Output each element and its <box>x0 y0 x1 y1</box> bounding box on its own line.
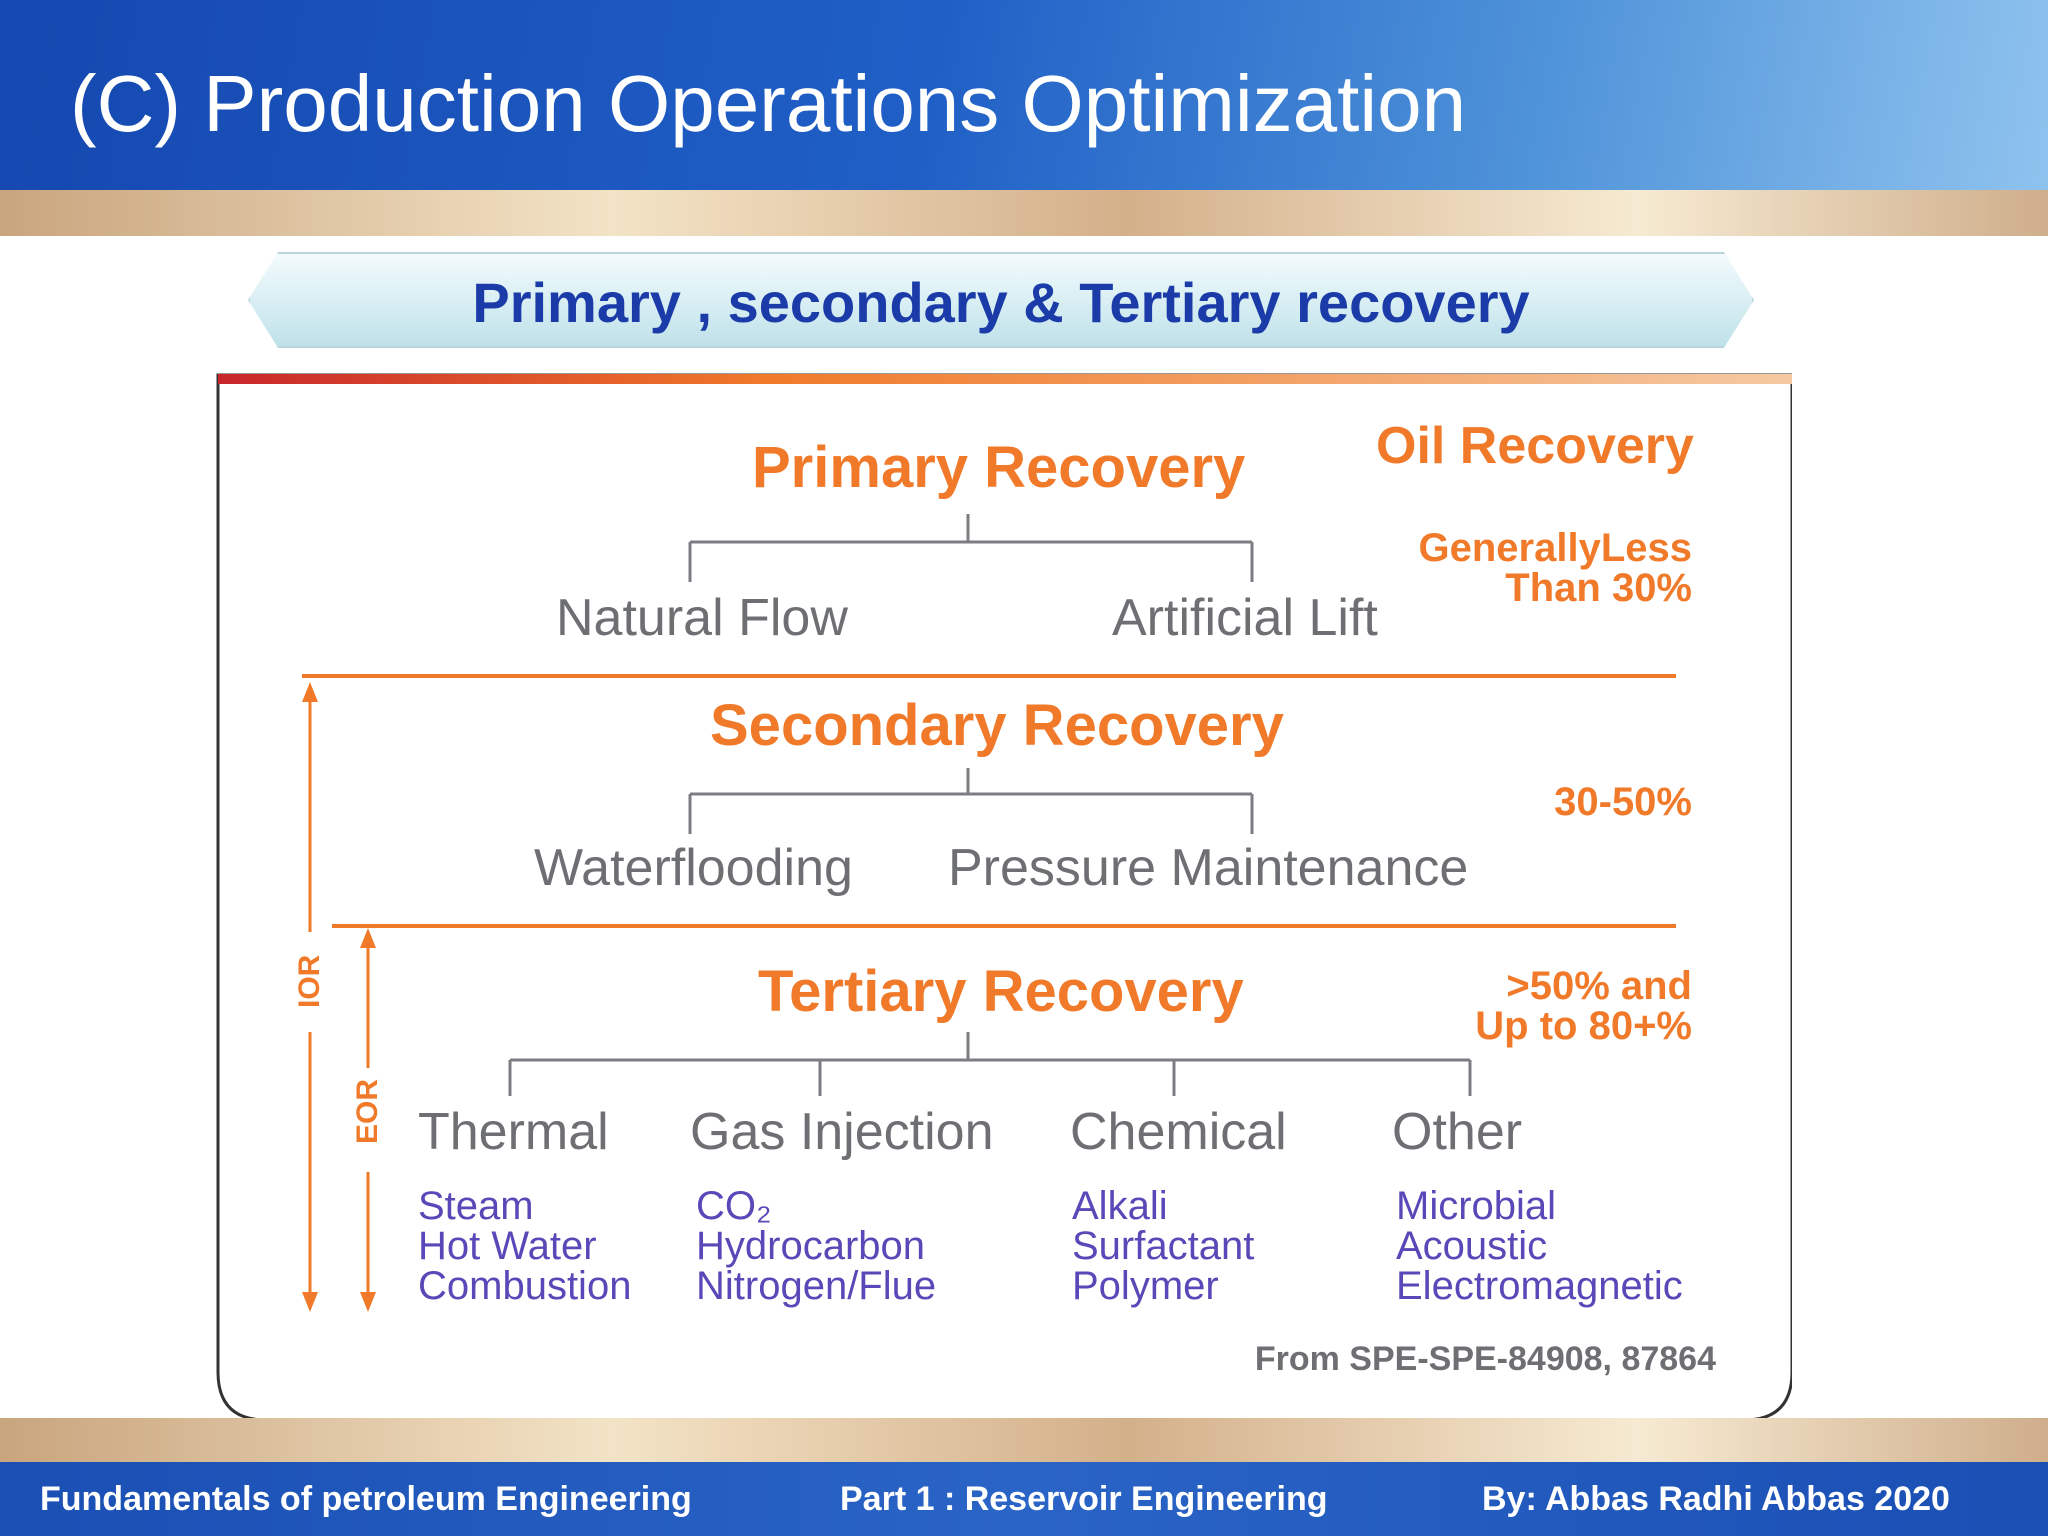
tertiary-tree-connector <box>508 1032 1472 1096</box>
chemical-sub-3: Polymer <box>1072 1264 1219 1308</box>
pressure-maintenance-label: Pressure Maintenance <box>948 839 1469 897</box>
secondary-tree-connector <box>688 768 1254 834</box>
ior-arrow <box>302 682 318 1312</box>
method-other-label: Other <box>1392 1103 1523 1161</box>
waterflooding-label: Waterflooding <box>534 839 853 897</box>
other-sub-2: Acoustic <box>1396 1224 1548 1268</box>
gas-injection-sub-3: Nitrogen/Flue <box>696 1264 937 1308</box>
subtitle-text: Primary , secondary & Tertiary recovery <box>472 271 1530 334</box>
thermal-sub-2: Hot Water <box>418 1224 597 1268</box>
primary-tree-connector <box>688 514 1254 582</box>
secondary-recovery-rate: 30-50% <box>1554 780 1692 824</box>
primary-recovery-rate-line2: Than 30% <box>1505 566 1692 610</box>
diagram-top-edge <box>218 374 1792 384</box>
tertiary-recovery-rate-line2: Up to 80+% <box>1475 1004 1692 1048</box>
slide-title: (C) Production Operations Optimization <box>70 59 1467 148</box>
source-citation: From SPE-SPE-84908, 87864 <box>1254 1340 1716 1378</box>
other-sub-3: Electromagnetic <box>1396 1264 1683 1308</box>
footer-part: Part 1 : Reservoir Engineering <box>840 1480 1328 1518</box>
subtitle-banner: Primary , secondary & Tertiary recovery <box>248 252 1754 348</box>
secondary-recovery-heading: Secondary Recovery <box>710 693 1284 758</box>
other-sub-1: Microbial <box>1396 1184 1557 1228</box>
bottom-decorative-band <box>0 1418 2048 1462</box>
eor-label: EOR <box>351 1078 384 1144</box>
chemical-sub-1: Alkali <box>1072 1184 1168 1228</box>
footer-course: Fundamentals of petroleum Engineering <box>40 1480 692 1518</box>
footer-bar: Fundamentals of petroleum Engineering Pa… <box>0 1462 2048 1536</box>
title-bar: (C) Production Operations Optimization <box>0 0 2048 190</box>
footer-author: By: Abbas Radhi Abbas 2020 <box>1482 1480 1950 1518</box>
primary-recovery-rate-line1: GenerallyLess <box>1418 526 1693 570</box>
chemical-sub-2: Surfactant <box>1072 1224 1255 1268</box>
thermal-sub-1: Steam <box>418 1184 534 1228</box>
oil-recovery-heading: Oil Recovery <box>1376 417 1694 475</box>
tertiary-recovery-heading: Tertiary Recovery <box>758 959 1244 1024</box>
ior-label: IOR <box>293 954 326 1008</box>
method-gas-injection-label: Gas Injection <box>690 1103 994 1161</box>
thermal-sub-3: Combustion <box>418 1264 632 1308</box>
gas-injection-sub-2: Hydrocarbon <box>696 1224 926 1268</box>
method-chemical-label: Chemical <box>1070 1103 1287 1161</box>
recovery-diagram: Oil Recovery Primary Recovery Natural Fl… <box>216 372 1792 1424</box>
gas-injection-sub-1: CO₂ <box>696 1184 772 1228</box>
method-thermal-label: Thermal <box>418 1103 609 1161</box>
natural-flow-label: Natural Flow <box>556 589 848 647</box>
artificial-lift-label: Artificial Lift <box>1112 589 1378 647</box>
top-decorative-band <box>0 190 2048 236</box>
tertiary-recovery-rate-line1: >50% and <box>1506 964 1692 1008</box>
eor-arrow <box>360 928 376 1312</box>
primary-recovery-heading: Primary Recovery <box>752 435 1246 500</box>
